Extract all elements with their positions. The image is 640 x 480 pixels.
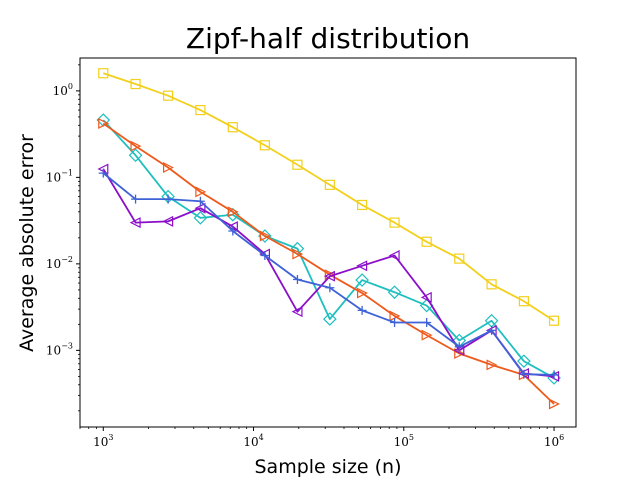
square-marker <box>195 104 206 116</box>
series-1 <box>98 68 560 326</box>
square-marker <box>162 90 174 101</box>
triangle-right-marker <box>98 118 110 129</box>
plus-marker <box>454 342 464 352</box>
plus-marker <box>131 194 141 204</box>
triangle-right-marker <box>421 329 433 341</box>
y-tick-label: 100 <box>53 82 73 98</box>
triangle-left-marker <box>129 217 141 229</box>
square-marker <box>259 140 270 151</box>
triangle-right-marker <box>195 186 207 198</box>
plot-frame <box>79 57 577 428</box>
plus-marker <box>549 370 559 380</box>
axis-ticks: 103 104 105 106 10−3 10−2 10−1 100 <box>46 64 564 449</box>
triangle-left-marker <box>388 250 400 261</box>
diamond-marker <box>355 273 369 287</box>
plus-marker <box>390 317 400 327</box>
triangle-right-marker <box>548 398 560 410</box>
plus-marker <box>422 317 432 327</box>
plus-marker <box>325 283 335 293</box>
triangle-right-marker <box>259 230 271 242</box>
plus-marker <box>519 369 529 379</box>
diamond-marker <box>322 312 337 326</box>
series-3 <box>98 118 560 410</box>
square-marker <box>227 122 238 133</box>
square-marker <box>518 296 529 307</box>
triangle-left-marker <box>420 291 432 303</box>
square-marker <box>421 236 432 247</box>
series-layer <box>96 68 561 410</box>
plus-marker <box>357 305 367 315</box>
triangle-right-marker <box>292 248 304 260</box>
x-axis-label: Sample size (n) <box>254 456 401 478</box>
triangle-right-marker <box>227 206 239 218</box>
x-tick-label: 105 <box>394 433 414 449</box>
triangle-right-marker <box>486 359 498 371</box>
series-line <box>102 119 555 379</box>
square-marker <box>324 179 335 190</box>
x-tick-label: 103 <box>93 433 113 449</box>
diamond-marker <box>128 148 143 163</box>
triangle-left-marker <box>291 306 303 318</box>
plus-marker <box>228 226 238 236</box>
series-5 <box>98 168 559 380</box>
chart-title: Zipf-half distribution <box>186 22 470 55</box>
triangle-left-marker <box>162 215 174 227</box>
plus-marker <box>195 196 205 206</box>
triangle-left-marker <box>194 202 206 214</box>
x-tick-label: 106 <box>544 433 564 449</box>
triangle-right-marker <box>162 162 174 173</box>
diamond-marker <box>193 211 208 225</box>
plus-marker <box>98 168 108 178</box>
square-marker <box>548 315 560 326</box>
square-marker <box>357 199 368 211</box>
series-4 <box>97 163 560 382</box>
triangle-left-marker <box>323 270 335 282</box>
diamond-marker <box>517 354 531 369</box>
y-tick-label: 10−2 <box>46 255 73 271</box>
diamond-marker <box>387 285 402 300</box>
square-marker <box>292 159 303 170</box>
series-line <box>102 168 555 378</box>
square-marker <box>130 78 141 90</box>
y-tick-label: 10−3 <box>46 341 73 357</box>
square-marker <box>454 253 465 264</box>
plus-marker <box>292 274 302 284</box>
series-line <box>102 122 555 405</box>
triangle-right-marker <box>357 287 368 299</box>
square-marker <box>98 68 109 79</box>
triangle-right-marker <box>130 140 142 152</box>
plus-marker <box>487 325 497 335</box>
series-line <box>102 72 555 322</box>
triangle-left-marker <box>356 260 368 272</box>
plus-marker <box>163 194 173 204</box>
y-tick-label: 10−1 <box>46 168 73 184</box>
plus-marker <box>260 250 270 260</box>
square-marker <box>389 217 400 228</box>
x-tick-label: 104 <box>243 433 263 449</box>
plot-background <box>80 58 576 427</box>
y-axis-label: Average absolute error <box>16 134 38 352</box>
square-marker <box>486 279 497 290</box>
